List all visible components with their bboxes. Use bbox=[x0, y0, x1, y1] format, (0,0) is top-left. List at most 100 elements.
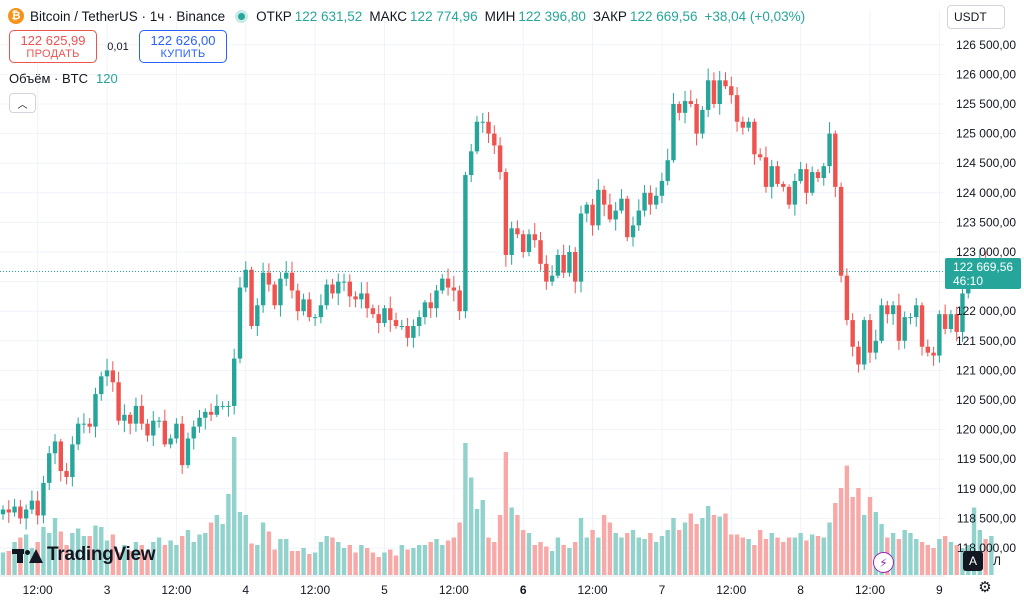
price-tick-label: 121 000,00 bbox=[956, 363, 1016, 377]
volume-bar bbox=[122, 545, 127, 575]
volume-bar bbox=[740, 537, 746, 575]
candle-body bbox=[752, 121, 757, 155]
volume-bar bbox=[492, 542, 497, 575]
volume-bar bbox=[162, 545, 168, 575]
volume-label[interactable]: Объём · BTC bbox=[9, 71, 88, 86]
volume-bar bbox=[341, 548, 347, 575]
candle-body bbox=[625, 198, 630, 238]
volume-bar bbox=[856, 488, 861, 575]
volume-bar bbox=[544, 546, 549, 575]
volume-bar bbox=[497, 515, 503, 575]
candle-body bbox=[902, 317, 907, 341]
gear-icon[interactable]: ⚙ bbox=[978, 579, 992, 596]
candle-body bbox=[757, 154, 763, 158]
log-scale-button[interactable]: Л bbox=[993, 554, 1001, 568]
volume-bar bbox=[428, 542, 433, 575]
volume-bar bbox=[393, 555, 399, 575]
volume-bar bbox=[561, 545, 566, 575]
candle-body bbox=[879, 305, 884, 341]
candle-body bbox=[52, 441, 58, 454]
volume-bar bbox=[156, 537, 162, 575]
volume-bar bbox=[636, 537, 641, 575]
volume-bar bbox=[168, 540, 173, 575]
candle-body bbox=[682, 101, 688, 113]
time-tick-label: 3 bbox=[104, 583, 111, 597]
volume-bar bbox=[12, 542, 17, 575]
volume-bar bbox=[6, 551, 11, 575]
candle-body bbox=[116, 382, 121, 421]
candle-body bbox=[243, 269, 248, 288]
candle-body bbox=[41, 482, 46, 516]
candle-body bbox=[538, 240, 543, 264]
time-tick-label: 5 bbox=[381, 583, 388, 597]
lightning-icon[interactable]: ⚡ bbox=[873, 552, 894, 573]
candle-body bbox=[942, 314, 948, 329]
time-tick-label: 12:00 bbox=[161, 583, 191, 597]
candle-body bbox=[434, 290, 439, 309]
volume-bar bbox=[145, 551, 150, 575]
market-status-icon[interactable] bbox=[235, 9, 249, 23]
buy-label: КУПИТЬ bbox=[160, 47, 206, 60]
symbol-legend: ₿ Bitcoin / TetherUS · 1ч · Binance ОТКР… bbox=[8, 6, 812, 26]
candle-body bbox=[324, 284, 329, 306]
candle-body bbox=[260, 272, 266, 306]
candle-body bbox=[70, 444, 75, 477]
candle-body bbox=[763, 157, 769, 187]
currency-selector[interactable]: USDT bbox=[947, 5, 1005, 29]
volume-bar bbox=[908, 533, 913, 575]
ohlc-close: ЗАКР 122 669,56 bbox=[592, 8, 698, 24]
volume-bar bbox=[746, 539, 751, 575]
volume-bar bbox=[463, 443, 468, 575]
volume-bar bbox=[694, 524, 699, 575]
time-tick-label: 12:00 bbox=[716, 583, 746, 597]
price-axis[interactable]: 126 500,00 126 000,00 125 500,00 125 000,00… bbox=[956, 38, 1016, 555]
volume-bar bbox=[416, 545, 422, 575]
candle-body bbox=[908, 317, 913, 319]
candle-body bbox=[573, 252, 578, 282]
candle-body bbox=[47, 453, 52, 483]
candle-body bbox=[781, 183, 786, 187]
volume-bar bbox=[110, 534, 116, 575]
volume-bar bbox=[451, 537, 457, 575]
sell-button[interactable]: 122 625,99 ПРОДАТЬ bbox=[9, 30, 97, 63]
candle-body bbox=[399, 326, 405, 327]
candle-body bbox=[318, 305, 324, 318]
candle-body bbox=[232, 358, 237, 406]
candle-body bbox=[226, 405, 231, 407]
time-tick-label: 8 bbox=[797, 583, 804, 597]
volume-bar bbox=[301, 548, 306, 575]
candle-body bbox=[509, 228, 514, 255]
candle-body bbox=[58, 441, 63, 472]
time-tick-label: 7 bbox=[659, 583, 666, 597]
collapse-legend-button[interactable]: ︿ bbox=[9, 93, 36, 113]
volume-bar bbox=[174, 545, 179, 575]
candle-body bbox=[64, 471, 69, 477]
volume-bar bbox=[665, 530, 670, 575]
volume-bar bbox=[833, 503, 838, 575]
volume-bar bbox=[896, 539, 902, 575]
candle-body bbox=[711, 80, 717, 104]
volume-bar bbox=[538, 542, 543, 575]
buy-button[interactable]: 122 626,00 КУПИТЬ bbox=[139, 30, 227, 63]
volume-bar bbox=[0, 552, 6, 575]
auto-scale-button[interactable]: A bbox=[963, 551, 983, 571]
volume-bar bbox=[197, 534, 202, 575]
volume-bar bbox=[191, 542, 196, 575]
candle-body bbox=[815, 172, 821, 178]
candle-body bbox=[838, 186, 844, 276]
volume-bar bbox=[752, 545, 757, 575]
tradingview-logo[interactable]: TradingView bbox=[12, 544, 156, 566]
candle-body bbox=[717, 80, 722, 104]
volume-bar bbox=[503, 452, 509, 575]
volume-bar bbox=[942, 536, 948, 575]
time-axis[interactable]: 12:00 3 12:00 4 12:00 5 12:00 6 12:00 7 12:00 8 12:0… bbox=[23, 583, 943, 597]
price-tick-label: 124 000,00 bbox=[956, 186, 1016, 200]
candle-body bbox=[6, 509, 11, 513]
volume-bar bbox=[58, 531, 63, 575]
volume-bar bbox=[682, 522, 688, 575]
candle-body bbox=[896, 305, 902, 341]
symbol-title[interactable]: Bitcoin / TetherUS · 1ч · Binance bbox=[30, 8, 226, 24]
candle-body bbox=[688, 101, 694, 104]
volume-bar bbox=[526, 533, 532, 575]
